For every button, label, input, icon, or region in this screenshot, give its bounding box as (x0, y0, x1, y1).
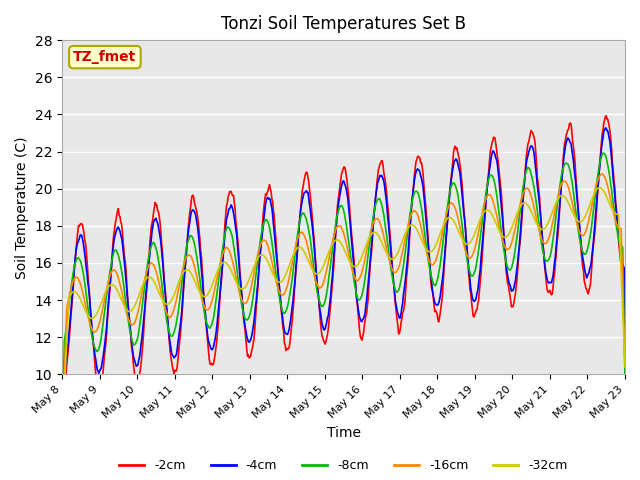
-8cm (184, 240, 191, 246)
-16cm (598, 171, 606, 177)
Line: -2cm: -2cm (62, 116, 625, 449)
-8cm (429, 277, 436, 283)
-4cm (429, 287, 436, 293)
-4cm (68, 292, 76, 298)
-32cm (68, 290, 76, 296)
Line: -32cm: -32cm (62, 188, 625, 433)
-2cm (412, 159, 420, 165)
Y-axis label: Soil Temperature (C): Soil Temperature (C) (15, 136, 29, 278)
-16cm (621, 363, 629, 369)
-2cm (126, 325, 134, 331)
-32cm (126, 309, 134, 314)
-16cm (184, 253, 191, 259)
-4cm (602, 125, 609, 131)
-4cm (621, 337, 629, 343)
-8cm (58, 436, 66, 442)
-32cm (621, 364, 629, 370)
Legend: -2cm, -4cm, -8cm, -16cm, -32cm: -2cm, -4cm, -8cm, -16cm, -32cm (115, 454, 573, 477)
-16cm (58, 438, 66, 444)
Line: -16cm: -16cm (62, 174, 625, 441)
Text: TZ_fmet: TZ_fmet (74, 50, 136, 64)
-4cm (58, 468, 66, 474)
-32cm (184, 267, 191, 273)
-32cm (412, 225, 420, 231)
-8cm (412, 188, 420, 194)
-32cm (58, 430, 66, 436)
-2cm (68, 299, 76, 304)
-2cm (602, 113, 610, 119)
-2cm (429, 288, 436, 294)
Line: -4cm: -4cm (62, 128, 625, 471)
-4cm (412, 169, 420, 175)
-2cm (184, 237, 191, 242)
-2cm (58, 446, 66, 452)
-32cm (429, 248, 436, 253)
Title: Tonzi Soil Temperatures Set B: Tonzi Soil Temperatures Set B (221, 15, 466, 33)
X-axis label: Time: Time (326, 426, 360, 440)
-16cm (68, 281, 76, 287)
-4cm (126, 324, 134, 330)
-4cm (213, 321, 221, 327)
-16cm (213, 276, 221, 281)
-8cm (621, 377, 629, 383)
-16cm (126, 320, 134, 326)
-32cm (596, 185, 604, 191)
-8cm (213, 289, 221, 295)
-2cm (621, 373, 629, 379)
-8cm (68, 276, 76, 282)
Line: -8cm: -8cm (62, 153, 625, 439)
-16cm (412, 209, 420, 215)
-16cm (429, 262, 436, 268)
-8cm (126, 329, 134, 335)
-8cm (599, 150, 607, 156)
-4cm (184, 238, 191, 244)
-32cm (213, 269, 221, 275)
-2cm (213, 335, 221, 341)
